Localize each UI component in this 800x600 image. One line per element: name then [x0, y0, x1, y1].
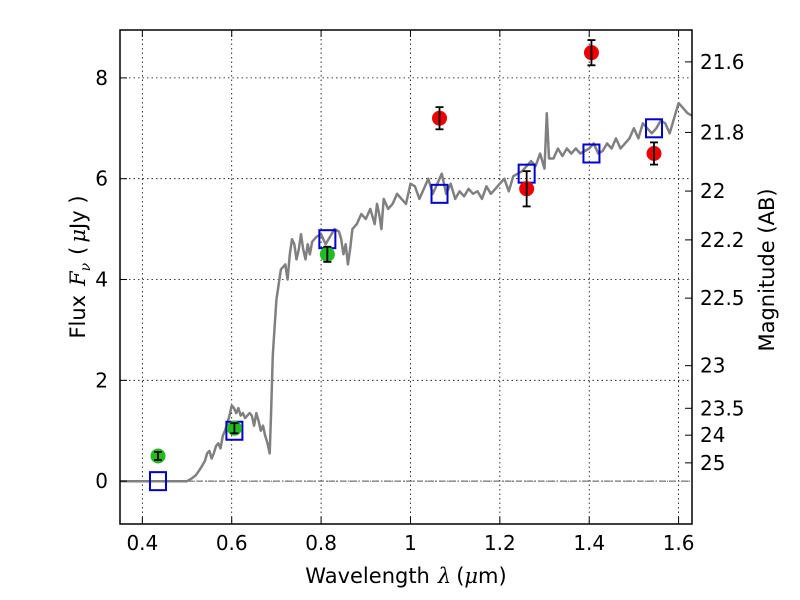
y-tick-label: 6	[95, 167, 108, 191]
model-sed-line	[120, 101, 693, 483]
y-tick-label: 8	[95, 66, 108, 90]
y-tick-label: 0	[95, 469, 108, 493]
right-tick-label: 22	[700, 179, 725, 203]
right-tick-label: 22.2	[700, 228, 745, 252]
model-sed-layer	[120, 101, 693, 483]
model-photometry-square	[148, 471, 167, 492]
model-photometry-square	[645, 118, 664, 139]
y-axis-ticks: 0 2 4 6 8	[95, 66, 127, 493]
model-photometry-square	[430, 183, 449, 204]
right-tick-label: 21.8	[700, 120, 745, 144]
plot-frame	[119, 29, 693, 525]
model-photometry-square	[582, 143, 601, 164]
x-tick-label: 1.4	[573, 531, 605, 555]
right-axis-ticks: 21.6 21.8 22 22.2 22.5 23 23.5 24 25	[685, 50, 745, 475]
right-tick-label: 24	[700, 423, 725, 447]
right-axis-label: Magnitude (AB)	[755, 188, 779, 351]
x-axis-label: Wavelength λ (μm)	[305, 564, 506, 588]
x-tick-label: 1.2	[484, 531, 516, 555]
right-tick-label: 25	[700, 451, 725, 475]
right-tick-label: 21.6	[700, 50, 745, 74]
right-tick-label: 22.5	[700, 286, 745, 310]
right-tick-label: 23	[700, 354, 725, 378]
marker-layer	[148, 39, 664, 492]
x-tick-label: 0.4	[126, 531, 158, 555]
right-tick-label: 23.5	[700, 396, 745, 420]
x-tick-label: 1.6	[663, 531, 695, 555]
grid	[120, 30, 692, 524]
x-tick-label: 1	[404, 531, 417, 555]
y-tick-label: 2	[95, 368, 108, 392]
y-tick-label: 4	[95, 268, 108, 292]
x-tick-label: 0.6	[216, 531, 248, 555]
x-tick-label: 0.8	[305, 531, 337, 555]
x-axis-ticks: 0.4 0.6 0.8 1 1.2 1.4 1.6	[126, 30, 695, 555]
y-axis-label: FluxFν(μJy )	[66, 195, 94, 338]
